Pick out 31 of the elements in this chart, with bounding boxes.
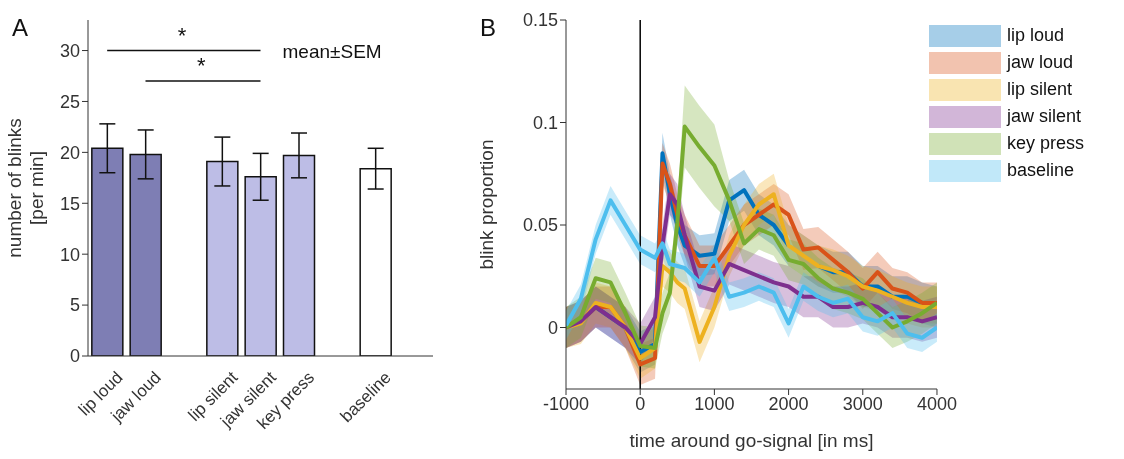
y-tick-label: 0.1 [532,112,558,133]
y-tick-label: 0 [547,317,558,338]
x-tick-label: 4000 [916,393,957,414]
y-tick-label: 0.05 [522,215,558,236]
y-tick-label: 0.15 [522,10,558,31]
y-axis-title: blink proportion [475,139,497,270]
y-tick-label: 5 [69,295,80,316]
text: A [12,14,29,41]
legend-label: baseline [1006,160,1075,181]
x-tick-label: 2000 [768,393,809,414]
legend-label: jaw loud [1006,52,1074,73]
legend-label: jaw silent [1006,106,1081,127]
annotation: * [177,22,187,48]
y-tick-label: 20 [59,142,80,163]
y-tick-label: 30 [59,40,80,61]
y-axis-title: number of blinks [per min] [4,118,47,258]
y-tick-label: 15 [59,193,80,214]
x-tick-label: 0 [635,393,646,414]
text: B [480,14,497,41]
y-tick-label: 10 [59,244,80,265]
y-tick-label: 25 [59,91,80,112]
y-tick-label: 0 [69,346,80,367]
annotation: mean±SEM [282,40,382,62]
legend-label: lip loud [1006,25,1065,46]
x-tick-label: 3000 [842,393,883,414]
legend-label: key press [1006,133,1084,154]
x-tick-label: 1000 [694,393,735,414]
annotation: * [197,53,206,79]
x-tick-label: -1000 [542,393,590,414]
legend-label: lip silent [1006,79,1072,100]
x-axis-title: time around go-signal [in ms] [629,430,874,451]
